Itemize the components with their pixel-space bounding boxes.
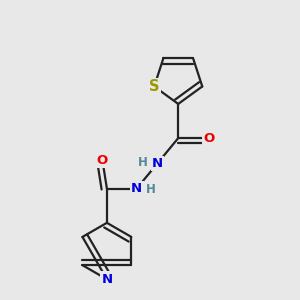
Text: S: S [149, 79, 160, 94]
Text: O: O [97, 154, 108, 167]
Text: N: N [131, 182, 142, 195]
Text: O: O [204, 132, 215, 145]
Text: H: H [146, 183, 156, 196]
Text: N: N [152, 157, 163, 170]
Text: N: N [101, 273, 112, 286]
Text: H: H [138, 156, 148, 169]
